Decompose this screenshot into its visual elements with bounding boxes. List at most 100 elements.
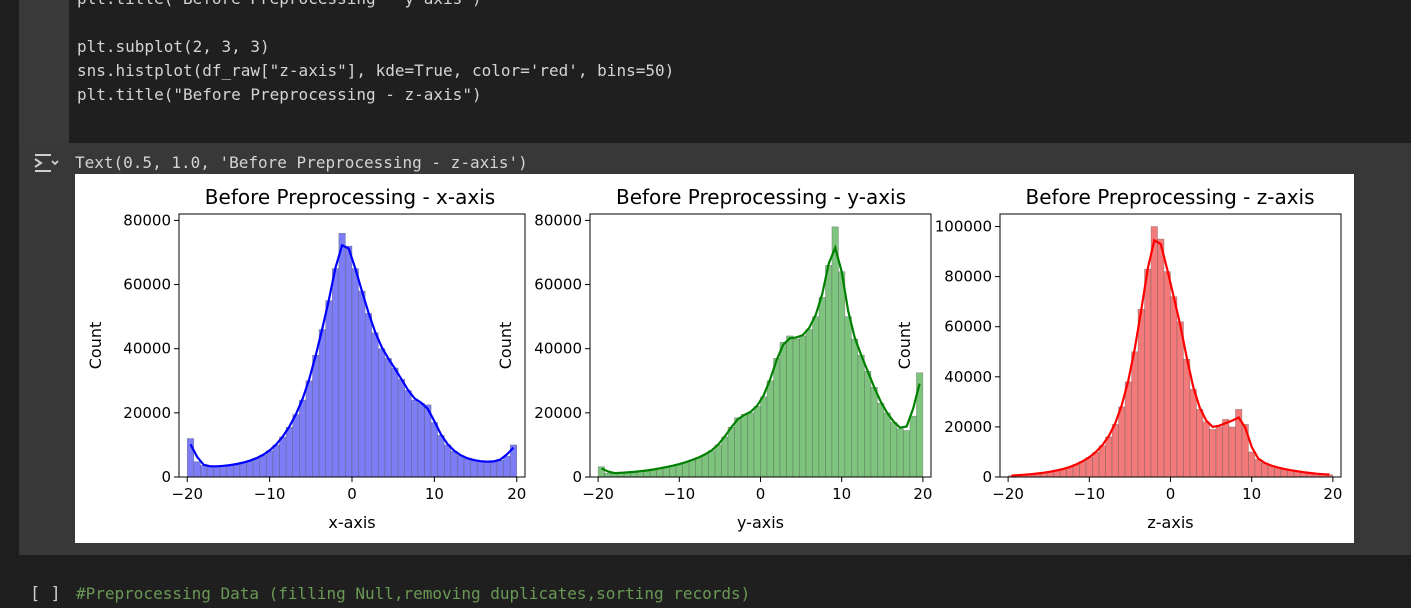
chart3-bar [1163,271,1171,478]
chart2-bar [838,271,846,478]
chart1-x-tick-label: −10 [254,485,286,503]
output-collapse-icon[interactable] [33,151,59,175]
chart2-bar [818,297,826,478]
chart3-bar [1183,359,1191,478]
chart1-bar [266,450,274,478]
chart3-bar [1157,238,1165,478]
chart2-bar [805,329,813,478]
chart3-x-tick-label: 10 [1242,485,1261,503]
chart3-bar [1085,457,1093,478]
chart2-bar [721,436,729,478]
chart2-bar [786,335,794,478]
chart2-title: Before Preprocessing - y-axis [616,185,906,209]
chart3-bar [1189,389,1197,478]
next-cell-comment: #Preprocessing Data (filling Null,removi… [76,584,751,603]
chart2-x-tick-label: −20 [582,485,614,503]
chart2-bar [890,422,898,478]
code-cell[interactable]: plt.title("Before Preprocessing - y-axis… [19,0,1411,143]
chart1-bar [338,232,346,478]
chart1-bar [503,455,511,478]
chart3-bar [1176,321,1184,478]
chart3-bar [1267,465,1275,478]
chart1-bar [490,461,498,478]
chart1-bar [411,399,419,478]
chart1-y-tick-label: 0 [161,468,171,486]
chart2-bar [740,414,748,478]
output-toggle-icon[interactable] [33,151,59,173]
chart3-bar [1105,436,1113,478]
code-editor[interactable]: plt.title("Before Preprocessing - y-axis… [69,0,1411,143]
chart2-bar [682,461,690,478]
chart3-y-tick-label: 100000 [935,218,992,236]
chart2-bar [695,457,703,478]
chart3-y-tick-label: 80000 [944,268,992,286]
chart3-y-tick-label: 60000 [944,318,992,336]
chart2-bar [675,463,683,478]
chart1-bar [279,436,287,478]
chart1-bar [424,404,432,478]
chart2-bar [753,406,761,478]
chart1-kde-line [189,243,515,468]
chart1-bar [457,455,465,478]
chart1-bar [437,435,445,478]
chart2-bar [877,402,885,478]
chart3-y-label: Count [895,322,914,370]
chart1-y-label: Count [86,322,105,370]
chart2-bar [773,358,781,478]
chart2-bar [870,386,878,478]
chart2-y-tick-label: 0 [572,468,582,486]
chart1-bar [364,313,373,478]
chart2-bar [812,316,820,478]
chart2-bar [714,444,722,478]
chart1-x-tick-label: 0 [347,485,357,503]
chart1-bar [200,465,208,478]
chart3-bar [1261,462,1269,478]
chart2-bar [669,465,677,478]
chart1-y-tick-label: 60000 [123,276,171,294]
chart2-bar [799,335,807,478]
chart1-bar [444,444,452,478]
cell-gutter[interactable] [19,0,69,143]
chart1-bar [351,268,359,478]
chart2-bar [734,417,742,478]
chart2-y-tick-label: 80000 [534,211,582,229]
chart2-bar [831,226,839,478]
chart1-bar [404,390,412,478]
chart2-bar [747,412,755,478]
chart2-bar [883,412,891,478]
chart1-bar [219,465,228,478]
chart2-y-tick-label: 40000 [534,340,582,358]
chart2-bar [779,342,787,478]
code-line-histplot: sns.histplot(df_raw["z-axis"], kde=True,… [77,61,675,80]
chart3-x-tick-label: −20 [992,485,1024,503]
chart2-x-tick-label: −10 [663,485,695,503]
chart1-bar [463,458,471,478]
chart1-bar [299,399,307,478]
chart3-x-label: z-axis [1147,513,1193,532]
chart2-bar [727,427,735,478]
chart1-y-tick-label: 80000 [123,211,171,229]
output-text: Text(0.5, 1.0, 'Before Preprocessing - z… [75,153,528,172]
chart3-y-tick-label: 20000 [944,418,992,436]
next-code-cell[interactable] [19,570,1411,608]
chart2-x-label: y-axis [737,513,784,532]
chart3-bar [1144,268,1152,478]
chart1-bar [252,458,260,478]
chart1-bar [213,466,221,478]
chart2-bar [604,472,612,478]
chart1-bar [391,367,399,478]
chart3-bar [1092,452,1100,478]
chart3-y-tick-label: 40000 [944,368,992,386]
chart3-x-tick-label: −10 [1073,485,1105,503]
chart1-bar [246,460,254,478]
chart2-bar [903,430,911,478]
chart2-bar [851,338,859,478]
chart2-kde-line [600,244,921,475]
run-cell-bracket[interactable]: [ ] [30,584,61,604]
code-line-title-y: plt.title("Before Preprocessing - y-axis… [77,0,482,9]
chart1-bar [305,380,313,478]
chart1-bar [312,354,320,478]
chart2-bar [896,428,904,478]
chart1-bar [345,245,353,478]
